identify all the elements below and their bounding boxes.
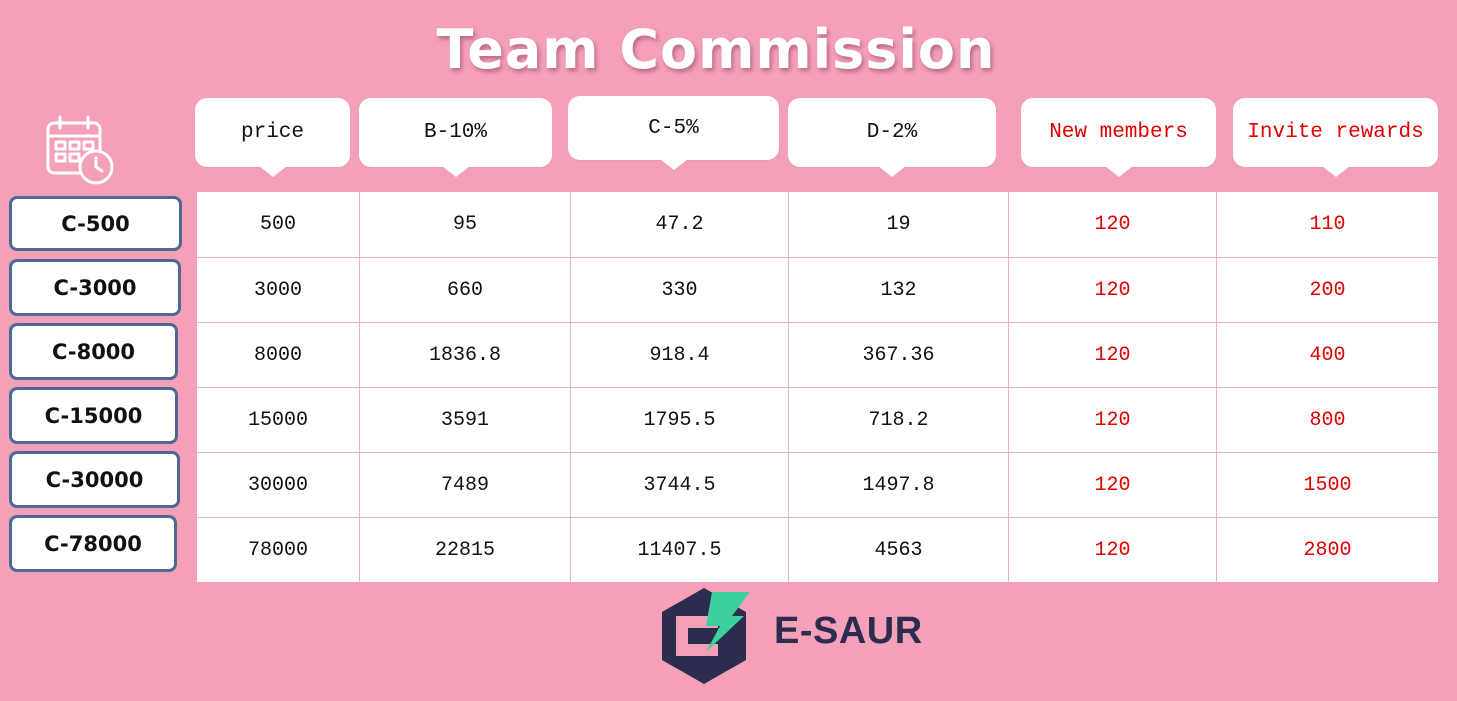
- price-cell: 8000: [253, 343, 302, 367]
- header-d-2: D-2%: [788, 98, 996, 177]
- new-members-cell: 120: [1008, 518, 1216, 582]
- b-10-cell: 95: [359, 192, 570, 257]
- invite-rewards-cell: 400: [1216, 323, 1438, 387]
- new-members-cell: 120: [1008, 323, 1216, 387]
- table-row: 78000 22815 11407.5 4563 120 2800: [197, 517, 1438, 582]
- b-10-cell: 3591: [359, 388, 570, 452]
- d-2-cell: 718.2: [788, 388, 1008, 452]
- plan-button-c-8000[interactable]: C-8000: [9, 323, 178, 380]
- d-2-cell: 1497.8: [788, 453, 1008, 517]
- b-10-cell: 22815: [359, 518, 570, 582]
- header-price: price: [195, 98, 350, 177]
- plan-button-c-15000[interactable]: C-15000: [9, 387, 178, 444]
- header-invite-rewards: Invite rewards: [1233, 98, 1438, 177]
- plan-button-c-30000[interactable]: C-30000: [9, 451, 180, 508]
- b-10-cell: 7489: [359, 453, 570, 517]
- price-cell: 30000: [247, 473, 308, 497]
- brand-name: E-SAUR: [774, 610, 923, 652]
- b-10-cell: 1836.8: [359, 323, 570, 387]
- c-5-cell: 1795.5: [570, 388, 788, 452]
- new-members-cell: 120: [1008, 258, 1216, 322]
- price-cell: 500: [259, 213, 296, 236]
- c-5-cell: 11407.5: [570, 518, 788, 582]
- invite-rewards-cell: 110: [1216, 192, 1438, 257]
- new-members-cell: 120: [1008, 192, 1216, 257]
- price-cell: 3000: [253, 278, 302, 302]
- price-cell: 78000: [247, 538, 308, 562]
- invite-rewards-cell: 200: [1216, 258, 1438, 322]
- price-cell: 15000: [247, 408, 308, 432]
- plan-button-c-3000[interactable]: C-3000: [9, 259, 181, 316]
- header-b-10: B-10%: [359, 98, 552, 177]
- new-members-cell: 120: [1008, 388, 1216, 452]
- d-2-cell: 19: [788, 192, 1008, 257]
- invite-rewards-cell: 1500: [1216, 453, 1438, 517]
- c-5-cell: 3744.5: [570, 453, 788, 517]
- new-members-cell: 120: [1008, 453, 1216, 517]
- c-5-cell: 918.4: [570, 323, 788, 387]
- table-row: 8000 1836.8 918.4 367.36 120 400: [197, 322, 1438, 387]
- table-row: 30000 7489 3744.5 1497.8 120 1500: [197, 452, 1438, 517]
- c-5-cell: 47.2: [570, 192, 788, 257]
- page-title: Team Commission: [436, 18, 996, 81]
- d-2-cell: 367.36: [788, 323, 1008, 387]
- d-2-cell: 4563: [788, 518, 1008, 582]
- calendar-clock-icon: [46, 115, 114, 185]
- b-10-cell: 660: [359, 258, 570, 322]
- d-2-cell: 132: [788, 258, 1008, 322]
- header-c-5: C-5%: [568, 96, 779, 170]
- commission-table: 500 95 47.2 19 120 110 3000 660 330 132 …: [197, 192, 1438, 582]
- e-saur-logo-icon: [662, 588, 750, 684]
- invite-rewards-cell: 2800: [1216, 518, 1438, 582]
- table-row: 3000 660 330 132 120 200: [197, 257, 1438, 322]
- table-row: 15000 3591 1795.5 718.2 120 800: [197, 387, 1438, 452]
- c-5-cell: 330: [570, 258, 788, 322]
- plan-button-c-78000[interactable]: C-78000: [9, 515, 177, 572]
- plan-button-c-500[interactable]: C-500: [9, 196, 182, 251]
- invite-rewards-cell: 800: [1216, 388, 1438, 452]
- header-new-members: New members: [1021, 98, 1216, 177]
- table-row: 500 95 47.2 19 120 110: [197, 192, 1438, 257]
